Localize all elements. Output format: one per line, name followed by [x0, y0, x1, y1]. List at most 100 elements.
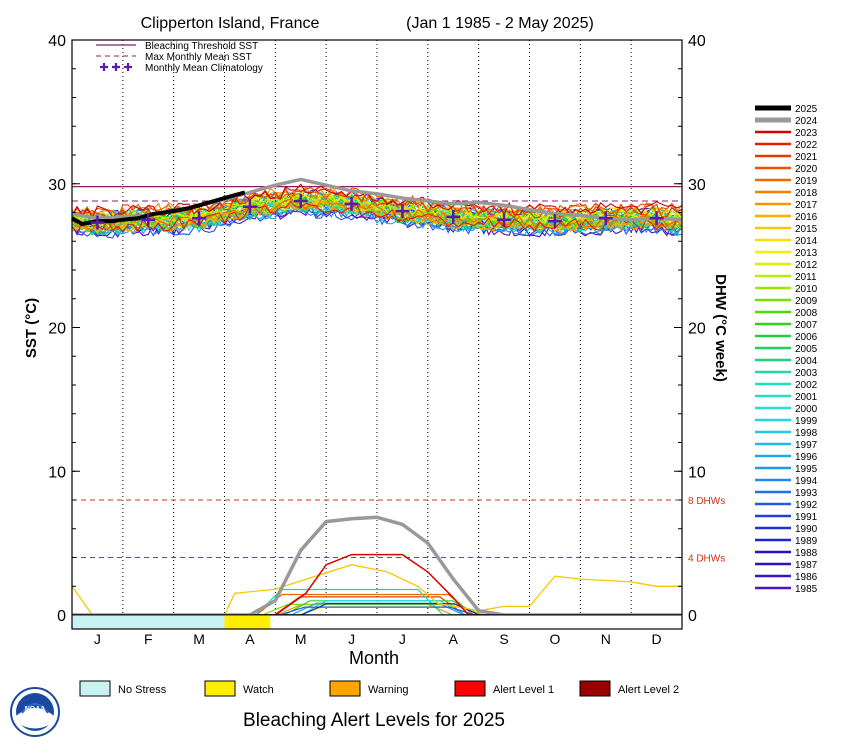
year-legend-label: 2008 — [795, 308, 818, 319]
climatology-marker — [293, 194, 308, 208]
climatology-marker — [344, 196, 359, 211]
y-tick-label-left: 0 — [57, 608, 66, 625]
year-legend-label: 1987 — [795, 560, 818, 571]
alert-legend-swatch — [579, 680, 611, 697]
dhw-line-2023 — [72, 553, 682, 616]
year-legend-label: 2020 — [795, 164, 818, 175]
year-legend-label: 2005 — [795, 344, 818, 355]
alert-footer-title: Bleaching Alert Levels for 2025 — [243, 710, 505, 731]
x-tick-label: A — [245, 631, 255, 647]
climatology-marker — [649, 211, 664, 226]
legend-climatology-swatch — [124, 63, 132, 71]
year-legend-label: 2023 — [795, 128, 818, 139]
x-tick-label: F — [144, 631, 153, 647]
x-tick-label: O — [549, 631, 560, 647]
year-legend-label: 2021 — [795, 152, 818, 163]
sst-line-2022 — [71, 200, 683, 233]
year-legend-label: 2025 — [795, 104, 818, 115]
y-axis-label-left: SST (°C) — [23, 298, 40, 358]
year-legend-label: 2014 — [795, 236, 818, 247]
x-tick-label: A — [449, 631, 459, 647]
y-tick-label-right: 10 — [688, 464, 706, 481]
climatology-marker — [446, 209, 461, 224]
legend-climatology-swatch — [100, 63, 108, 71]
alert-bar-segment — [224, 616, 271, 629]
x-tick-label: M — [295, 631, 307, 647]
year-legend-label: 1995 — [795, 464, 818, 475]
y-tick-label-left: 20 — [48, 321, 66, 338]
alert-legend-swatch — [204, 680, 236, 697]
alert-legend-label: Warning — [368, 684, 409, 696]
year-legend-label: 2012 — [795, 260, 818, 271]
logo-bird — [21, 703, 49, 714]
year-legend-label: 1999 — [795, 416, 818, 427]
alert-legend-swatch — [454, 680, 486, 697]
y-tick-label-left: 40 — [48, 33, 66, 50]
year-legend-label: 2006 — [795, 332, 818, 343]
year-legend-label: 1991 — [795, 512, 818, 523]
year-legend-label: 2022 — [795, 140, 818, 151]
climatology-marker — [547, 214, 562, 229]
year-legend-label: 1990 — [795, 524, 818, 535]
legend-entry-label: Bleaching Threshold SST — [145, 41, 258, 52]
dhw-line-2015 — [71, 564, 682, 616]
alert-legend-label: Watch — [243, 684, 274, 696]
x-axis-label: Month — [349, 648, 399, 668]
year-legend-label: 2002 — [795, 380, 818, 391]
y-tick-label-left: 30 — [48, 177, 66, 194]
alert-bar-segment — [72, 616, 225, 629]
year-legend-label: 1985 — [795, 584, 818, 595]
logo-text: NOAA — [25, 706, 46, 713]
x-tick-label: S — [499, 631, 508, 647]
legend-climatology-swatch — [112, 63, 120, 71]
chart-title: Clipperton Island, France — [141, 15, 320, 32]
alert-legend-label: Alert Level 2 — [618, 684, 679, 696]
year-legend-label: 2003 — [795, 368, 818, 379]
year-legend-label: 1993 — [795, 488, 818, 499]
year-legend-label: 2015 — [795, 224, 818, 235]
year-legend-label: 2000 — [795, 404, 818, 415]
chart-foreground: Clipperton Island, France (Jan 1 1985 - … — [10, 15, 818, 737]
year-legend-label: 1998 — [795, 428, 818, 439]
year-legend-label: 2024 — [795, 116, 818, 127]
sst-line-2017 — [71, 200, 683, 234]
year-legend-label: 1994 — [795, 476, 818, 487]
year-legend-label: 2016 — [795, 212, 818, 223]
year-legend-label: 1992 — [795, 500, 818, 511]
y-tick-label-right: 20 — [688, 321, 706, 338]
year-legend-label: 2017 — [795, 200, 818, 211]
year-legend-label: 2004 — [795, 356, 818, 367]
legend-entry-label: Max Monthly Mean SST — [145, 52, 252, 63]
chart-background — [72, 40, 682, 615]
year-legend-label: 2019 — [795, 176, 818, 187]
sst-line-2015 — [71, 199, 683, 231]
year-legend-label: 2011 — [795, 272, 817, 283]
climatology-marker — [598, 211, 613, 226]
logo-wave — [16, 708, 54, 729]
dhw-line-2024 — [72, 515, 682, 617]
y-tick-label-right: 30 — [688, 177, 706, 194]
chart-date-range: (Jan 1 1985 - 2 May 2025) — [406, 15, 594, 32]
alert-legend-swatch — [79, 680, 111, 697]
year-legend-label: 2013 — [795, 248, 818, 259]
sst-line-2019 — [71, 198, 683, 232]
year-legend-label: 2009 — [795, 296, 818, 307]
x-tick-label: J — [94, 631, 101, 647]
y-tick-label-right: 40 — [688, 33, 706, 50]
x-tick-label: J — [399, 631, 406, 647]
year-legend-label: 1988 — [795, 548, 818, 559]
year-legend-label: 2007 — [795, 320, 818, 331]
x-tick-label: M — [193, 631, 205, 647]
year-legend-label: 1996 — [795, 452, 818, 463]
legend-entry-label: Monthly Mean Climatology — [145, 63, 263, 74]
dhw-reference-label: 4 DHWs — [688, 554, 725, 565]
x-tick-label: D — [652, 631, 662, 647]
year-legend-label: 1997 — [795, 440, 818, 451]
plot-area — [72, 40, 682, 615]
x-tick-label: J — [348, 631, 355, 647]
year-legend-label: 1986 — [795, 572, 818, 583]
climatology-marker — [242, 199, 257, 214]
climatology-marker — [192, 211, 207, 226]
y-axis-label-right: DHW (°C week) — [712, 274, 729, 382]
y-tick-label-right: 0 — [688, 608, 697, 625]
